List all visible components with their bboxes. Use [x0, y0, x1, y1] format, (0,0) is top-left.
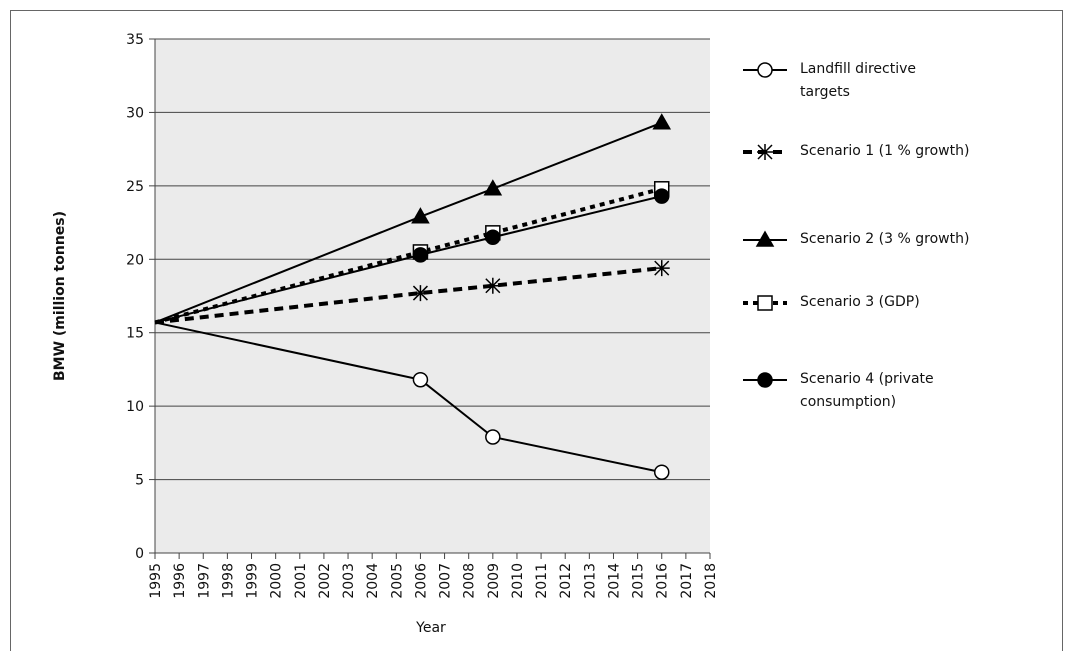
x-tick-label: 2010: [510, 563, 526, 599]
marker: [411, 207, 430, 224]
legend-icon: [743, 372, 787, 388]
marker: [412, 285, 429, 302]
x-tick-label: 2017: [679, 563, 695, 599]
legend-marker: [755, 230, 775, 247]
legend-item: Scenario 2 (3 % growth): [742, 228, 970, 251]
legend-item: Scenario 4 (private consumption): [742, 368, 970, 414]
y-tick-label: 10: [126, 399, 144, 415]
x-tick-label: 2009: [486, 563, 502, 599]
y-tick-label: 5: [135, 473, 144, 489]
x-tick-label: 2008: [462, 563, 478, 599]
y-tick-label: 20: [126, 252, 144, 268]
legend-marker: [757, 62, 773, 78]
y-tick-label: 0: [135, 546, 144, 562]
marker: [483, 179, 503, 196]
x-tick-label: 2006: [413, 563, 429, 599]
x-tick-label: 2000: [269, 563, 285, 599]
x-tick-label: 1995: [148, 563, 164, 599]
legend-label: Scenario 4 (private consumption): [800, 371, 934, 410]
legend-label: Landfill directive targets: [800, 61, 916, 100]
legend-item: Scenario 3 (GDP): [742, 291, 970, 314]
legend-marker: [757, 144, 773, 160]
x-tick-label: 2011: [534, 563, 550, 599]
x-tick-label: 2004: [365, 563, 381, 599]
x-tick-label: 2005: [389, 563, 405, 599]
x-tick-label: 2015: [631, 563, 647, 599]
marker: [412, 247, 429, 263]
x-tick-label: 2014: [606, 563, 622, 599]
x-tick-label: 2013: [582, 563, 598, 599]
y-tick-label: 15: [126, 326, 144, 342]
legend-icon: [743, 230, 787, 247]
plot-area: [155, 39, 710, 553]
legend-item: Scenario 1 (1 % growth): [742, 140, 970, 163]
marker: [652, 113, 672, 130]
series-line: [154, 195, 662, 324]
x-tick-label: 2016: [655, 563, 671, 599]
legend-label: Scenario 1 (1 % growth): [800, 143, 970, 159]
x-tick-label: 2003: [341, 563, 357, 599]
marker: [653, 464, 670, 480]
legend-icon: [743, 144, 787, 160]
series-line: [154, 186, 663, 325]
y-axis-label: BMW (million tonnes): [52, 211, 68, 381]
x-axis-label: Year: [415, 620, 446, 636]
legend-icon: [743, 295, 787, 311]
legend-marker: [757, 295, 773, 311]
frame: [10, 10, 1063, 651]
x-tick-label: 2018: [703, 563, 719, 599]
marker: [484, 277, 501, 294]
x-tick-label: 2007: [438, 563, 454, 599]
series-line: [154, 321, 662, 474]
legend-label: Scenario 2 (3 % growth): [800, 231, 970, 247]
y-tick-label: 30: [126, 105, 144, 121]
legend-label: Scenario 3 (GDP): [800, 294, 920, 310]
x-tick-label: 2002: [317, 563, 333, 599]
x-tick-label: 1997: [196, 563, 212, 599]
legend-item: Landfill directive targets: [742, 58, 970, 104]
legend-marker: [757, 372, 773, 388]
marker: [485, 429, 501, 445]
y-tick-label: 25: [126, 179, 144, 195]
marker: [653, 188, 670, 204]
marker: [653, 260, 670, 277]
x-tick-label: 1998: [220, 563, 236, 599]
series-line: [154, 121, 663, 324]
y-tick-label: 35: [126, 32, 144, 48]
marker: [485, 229, 501, 246]
legend-icon: [743, 62, 787, 78]
series-line: [154, 266, 662, 325]
x-tick-label: 2001: [293, 563, 309, 599]
marker: [412, 371, 429, 388]
x-tick-label: 1999: [245, 563, 261, 599]
x-tick-label: 1996: [172, 563, 188, 599]
x-tick-label: 2012: [558, 563, 574, 599]
